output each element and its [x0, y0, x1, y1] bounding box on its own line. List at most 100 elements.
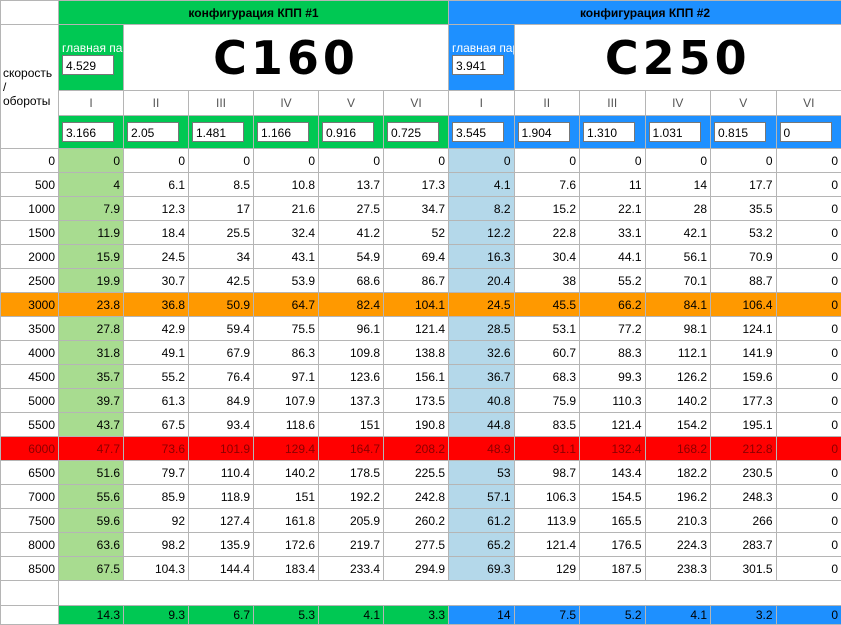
- speed-cell: 79.7: [124, 461, 189, 485]
- rpm-cell: 3500: [1, 317, 59, 341]
- ratio-input[interactable]: 0.725: [387, 122, 439, 142]
- speed-cell: 98.7: [514, 461, 580, 485]
- speed-cell: 121.4: [580, 413, 646, 437]
- speed-cell: 135.9: [189, 533, 254, 557]
- speed-cell: 132.4: [580, 437, 646, 461]
- speed-cell: 210.3: [645, 509, 711, 533]
- speed-cell: 182.2: [645, 461, 711, 485]
- speed-cell: 68.3: [514, 365, 580, 389]
- rpm-cell: 4000: [1, 341, 59, 365]
- speed-cell: 154.2: [645, 413, 711, 437]
- speed-cell: 0: [514, 149, 580, 173]
- speed-cell: 10.8: [254, 173, 319, 197]
- ratio-input[interactable]: 2.05: [127, 122, 179, 142]
- ratio-input[interactable]: 3.545: [452, 122, 504, 142]
- ratio-cell: 0.815: [711, 116, 777, 149]
- ratio-input[interactable]: 0: [780, 122, 832, 142]
- speed-cell: 212.8: [711, 437, 777, 461]
- footer-cell: 9.3: [124, 606, 189, 625]
- speed-cell: 27.5: [319, 197, 384, 221]
- rpm-cell: 5000: [1, 389, 59, 413]
- speed-cell: 12.2: [449, 221, 515, 245]
- gear-label: V: [319, 91, 384, 116]
- speed-cell: 24.5: [449, 293, 515, 317]
- speed-cell: 38: [514, 269, 580, 293]
- speed-cell: 42.9: [124, 317, 189, 341]
- gear-label: VI: [776, 91, 841, 116]
- speed-cell: 104.3: [124, 557, 189, 581]
- speed-cell: 53.9: [254, 269, 319, 293]
- footer-cell: 5.2: [580, 606, 646, 625]
- speed-cell: 112.1: [645, 341, 711, 365]
- main-pair-input[interactable]: 4.529: [62, 55, 114, 75]
- ratio-cell: 0.725: [384, 116, 449, 149]
- ratio-cell: 1.310: [580, 116, 646, 149]
- speed-cell: 168.2: [645, 437, 711, 461]
- ratio-cell: 1.904: [514, 116, 580, 149]
- ratio-input[interactable]: 0.916: [322, 122, 374, 142]
- speed-cell: 45.5: [514, 293, 580, 317]
- speed-cell: 67.5: [59, 557, 124, 581]
- speed-cell: 141.9: [711, 341, 777, 365]
- speed-cell: 69.4: [384, 245, 449, 269]
- speed-cell: 22.8: [514, 221, 580, 245]
- ratio-input[interactable]: 1.310: [583, 122, 635, 142]
- speed-cell: 96.1: [319, 317, 384, 341]
- speed-cell: 36.7: [449, 365, 515, 389]
- speed-cell: 172.6: [254, 533, 319, 557]
- ratio-input[interactable]: 1.031: [649, 122, 701, 142]
- rpm-cell: 8500: [1, 557, 59, 581]
- speed-cell: 124.1: [711, 317, 777, 341]
- speed-cell: 88.3: [580, 341, 646, 365]
- speed-cell: 248.3: [711, 485, 777, 509]
- gear-label: I: [59, 91, 124, 116]
- rpm-cell: 7500: [1, 509, 59, 533]
- speed-cell: 277.5: [384, 533, 449, 557]
- speed-cell: 50.9: [189, 293, 254, 317]
- speed-cell: 25.5: [189, 221, 254, 245]
- ratio-input[interactable]: 3.166: [62, 122, 114, 142]
- speed-cell: 127.4: [189, 509, 254, 533]
- speed-cell: 59.4: [189, 317, 254, 341]
- speed-cell: 39.7: [59, 389, 124, 413]
- speed-cell: 0: [776, 557, 841, 581]
- ratio-input[interactable]: 1.904: [518, 122, 570, 142]
- speed-cell: 118.6: [254, 413, 319, 437]
- speed-cell: 88.7: [711, 269, 777, 293]
- speed-cell: 57.1: [449, 485, 515, 509]
- footer-cell: 4.1: [319, 606, 384, 625]
- speed-cell: 82.4: [319, 293, 384, 317]
- speed-cell: 22.1: [580, 197, 646, 221]
- speed-cell: 0: [776, 341, 841, 365]
- speed-cell: 41.2: [319, 221, 384, 245]
- speed-cell: 55.2: [580, 269, 646, 293]
- speed-cell: 0: [776, 269, 841, 293]
- speed-cell: 70.9: [711, 245, 777, 269]
- speed-cell: 0: [776, 437, 841, 461]
- main-pair-input[interactable]: 3.941: [452, 55, 504, 75]
- speed-cell: 187.5: [580, 557, 646, 581]
- speed-cell: 98.1: [645, 317, 711, 341]
- speed-cell: 65.2: [449, 533, 515, 557]
- speed-cell: 205.9: [319, 509, 384, 533]
- speed-cell: 85.9: [124, 485, 189, 509]
- speed-cell: 164.7: [319, 437, 384, 461]
- speed-cell: 0: [776, 317, 841, 341]
- speed-cell: 30.7: [124, 269, 189, 293]
- speed-cell: 34.7: [384, 197, 449, 221]
- ratio-cell: 3.545: [449, 116, 515, 149]
- ratio-input[interactable]: 0.815: [714, 122, 766, 142]
- footer-cell: 14.3: [59, 606, 124, 625]
- speed-cell: 156.1: [384, 365, 449, 389]
- rpm-cell: 2000: [1, 245, 59, 269]
- speed-cell: 73.6: [124, 437, 189, 461]
- speed-cell: 159.6: [711, 365, 777, 389]
- ratio-input[interactable]: 1.481: [192, 122, 244, 142]
- ratio-input[interactable]: 1.166: [257, 122, 309, 142]
- ratio-cell: 1.031: [645, 116, 711, 149]
- speed-cell: 15.9: [59, 245, 124, 269]
